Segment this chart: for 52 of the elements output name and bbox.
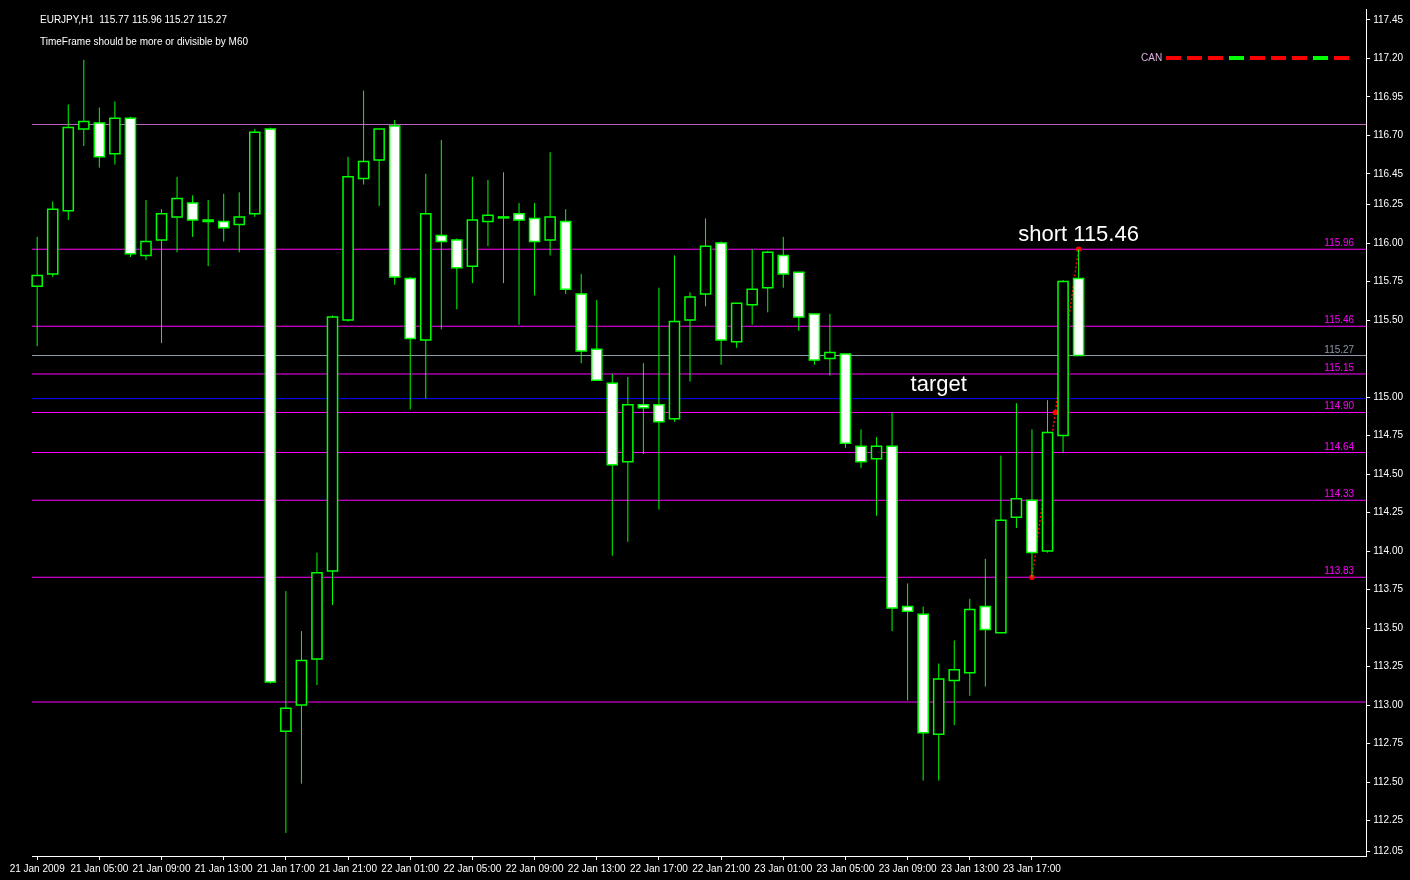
annotation: CAN (1141, 52, 1163, 63)
y-tick-label: 116.25 (1373, 198, 1404, 210)
y-tick-label: 116.45 (1373, 167, 1404, 179)
x-tick-label: 22 Jan 13:00 (567, 862, 627, 874)
y-tick-label: 117.45 (1373, 13, 1404, 25)
y-tick-label: 113.75 (1373, 583, 1404, 595)
y-tick-label: 115.75 (1373, 275, 1404, 287)
y-tick-label: 113.50 (1373, 621, 1404, 633)
x-tick-label: 21 Jan 09:00 (132, 862, 191, 874)
y-tick-label: 112.05 (1373, 845, 1404, 857)
y-tick-label: 112.75 (1373, 737, 1404, 749)
x-tick-label: 21 Jan 17:00 (256, 862, 316, 874)
ref-line-label: 115.15 (1324, 361, 1355, 373)
y-tick-label: 114.50 (1373, 467, 1404, 479)
y-tick-label: 115.50 (1373, 313, 1404, 325)
y-tick-label: 116.95 (1373, 90, 1404, 102)
x-tick-label: 23 Jan 09:00 (878, 862, 937, 874)
x-tick-label: 21 Jan 21:00 (319, 862, 378, 874)
x-tick-label: 21 Jan 2009 (9, 862, 66, 874)
x-tick-label: 21 Jan 13:00 (194, 862, 254, 874)
x-tick-label: 22 Jan 09:00 (505, 862, 564, 874)
text: TimeFrame should be more or divisible by M60 (40, 36, 249, 47)
y-tick-label: 116.00 (1373, 236, 1404, 248)
y-tick-label: 113.00 (1373, 698, 1404, 710)
y-tick-label: 112.25 (1373, 814, 1404, 826)
x-tick-label: 23 Jan 17:00 (1003, 862, 1062, 874)
x-tick-label: 21 Jan 05:00 (70, 862, 129, 874)
ref-line-label: 114.64 (1324, 440, 1355, 452)
y-tick-label: 113.25 (1373, 660, 1404, 672)
x-tick-label: 23 Jan 05:00 (816, 862, 875, 874)
y-tick-label: 115.00 (1373, 390, 1404, 402)
ref-line-label: 114.33 (1324, 488, 1355, 500)
ref-line-label: 115.96 (1324, 237, 1355, 249)
x-tick-label: 22 Jan 01:00 (381, 862, 440, 874)
text: EURJPY,H1 115.77 115.96 115.27 115.27 (40, 14, 228, 25)
y-tick-label: 114.75 (1373, 429, 1404, 441)
x-tick-label: 23 Jan 13:00 (940, 862, 1000, 874)
y-tick-label: 112.50 (1373, 775, 1404, 787)
x-tick-label: 22 Jan 21:00 (692, 862, 751, 874)
x-tick-label: 22 Jan 05:00 (443, 862, 502, 874)
x-tick-label: 23 Jan 01:00 (754, 862, 813, 874)
y-tick-label: 114.25 (1373, 506, 1404, 518)
x-tick-label: 22 Jan 17:00 (630, 862, 689, 874)
ref-line-label: 114.90 (1324, 400, 1355, 412)
y-tick-label: 114.00 (1373, 544, 1404, 556)
ref-line-label: 115.27 (1324, 343, 1355, 355)
annotation: target (910, 370, 967, 396)
ref-line-label: 115.46 (1324, 314, 1355, 326)
y-tick-label: 116.70 (1373, 129, 1404, 141)
annotation: short 115.46 (1018, 221, 1139, 247)
y-tick-label: 117.20 (1373, 52, 1404, 64)
ref-line-label: 113.83 (1324, 565, 1355, 577)
